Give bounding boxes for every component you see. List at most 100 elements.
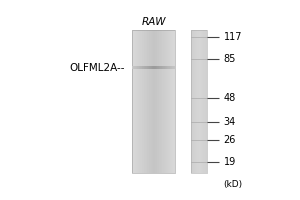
Bar bbox=[198, 30, 199, 173]
Bar bbox=[149, 66, 150, 69]
Bar bbox=[168, 30, 169, 173]
Text: RAW: RAW bbox=[142, 17, 166, 27]
Bar bbox=[142, 30, 143, 173]
Bar bbox=[140, 66, 141, 69]
Bar bbox=[191, 30, 192, 173]
Bar bbox=[173, 30, 174, 173]
Bar bbox=[134, 30, 135, 173]
Text: OLFML2A--: OLFML2A-- bbox=[70, 63, 125, 73]
Text: 19: 19 bbox=[224, 157, 236, 167]
Bar bbox=[193, 30, 194, 173]
Bar bbox=[164, 30, 165, 173]
Bar bbox=[136, 30, 137, 173]
Bar bbox=[132, 66, 133, 69]
Bar bbox=[158, 30, 159, 173]
Text: 85: 85 bbox=[224, 54, 236, 64]
Bar bbox=[138, 30, 139, 173]
Bar bbox=[143, 30, 144, 173]
Bar bbox=[152, 66, 153, 69]
Bar bbox=[162, 30, 163, 173]
Bar bbox=[154, 30, 155, 173]
Bar bbox=[151, 30, 152, 173]
Bar bbox=[149, 30, 150, 173]
Bar bbox=[139, 66, 140, 69]
Bar bbox=[135, 30, 136, 173]
Bar bbox=[195, 30, 196, 173]
Bar bbox=[141, 30, 142, 173]
Bar bbox=[138, 66, 139, 69]
Bar bbox=[140, 30, 141, 173]
Bar bbox=[151, 66, 152, 69]
Bar bbox=[206, 30, 207, 173]
Bar bbox=[139, 30, 140, 173]
Bar bbox=[157, 66, 158, 69]
Bar bbox=[153, 66, 154, 69]
Bar bbox=[203, 30, 204, 173]
Bar bbox=[152, 30, 153, 173]
Bar bbox=[146, 66, 147, 69]
Bar bbox=[155, 66, 156, 69]
Bar bbox=[133, 66, 134, 69]
Bar bbox=[172, 30, 173, 173]
Bar bbox=[194, 30, 195, 173]
Bar bbox=[148, 66, 149, 69]
Bar bbox=[133, 30, 134, 173]
Bar bbox=[171, 30, 172, 173]
Bar bbox=[202, 30, 203, 173]
Bar bbox=[166, 30, 167, 173]
Bar bbox=[143, 66, 144, 69]
Bar bbox=[137, 30, 138, 173]
Bar bbox=[156, 66, 157, 69]
Bar bbox=[165, 30, 166, 173]
Bar bbox=[170, 30, 171, 173]
Text: 117: 117 bbox=[224, 32, 242, 42]
Bar bbox=[142, 66, 143, 69]
Text: 26: 26 bbox=[224, 135, 236, 145]
Bar bbox=[145, 66, 146, 69]
Bar bbox=[166, 66, 167, 69]
Bar bbox=[155, 30, 156, 173]
Bar bbox=[174, 66, 175, 69]
Bar bbox=[136, 66, 137, 69]
Text: 48: 48 bbox=[224, 93, 236, 103]
Bar bbox=[161, 66, 162, 69]
Bar bbox=[201, 30, 202, 173]
Bar bbox=[132, 30, 175, 173]
Bar bbox=[160, 66, 161, 69]
Bar bbox=[162, 66, 163, 69]
Bar bbox=[163, 66, 164, 69]
Bar bbox=[154, 66, 155, 69]
Bar bbox=[147, 66, 148, 69]
Bar bbox=[141, 66, 142, 69]
Bar bbox=[168, 66, 169, 69]
Bar bbox=[172, 66, 173, 69]
Bar bbox=[135, 66, 136, 69]
Bar bbox=[173, 66, 174, 69]
Text: (kD): (kD) bbox=[224, 180, 243, 189]
Bar bbox=[158, 66, 159, 69]
Bar bbox=[196, 30, 197, 173]
Text: 34: 34 bbox=[224, 117, 236, 127]
Bar bbox=[192, 30, 193, 173]
Bar bbox=[159, 66, 160, 69]
Bar bbox=[144, 66, 145, 69]
Bar bbox=[161, 30, 162, 173]
Bar bbox=[148, 30, 149, 173]
Bar bbox=[150, 66, 151, 69]
Bar bbox=[200, 30, 201, 173]
Bar bbox=[164, 66, 165, 69]
Bar bbox=[157, 30, 158, 173]
Bar bbox=[156, 30, 157, 173]
Bar bbox=[174, 30, 175, 173]
Bar bbox=[147, 30, 148, 173]
Bar bbox=[145, 30, 146, 173]
Bar bbox=[171, 66, 172, 69]
Bar bbox=[137, 66, 138, 69]
Bar bbox=[170, 66, 171, 69]
Bar bbox=[205, 30, 206, 173]
Bar bbox=[134, 66, 135, 69]
Bar bbox=[165, 66, 166, 69]
Bar bbox=[132, 30, 133, 173]
Bar bbox=[160, 30, 161, 173]
Bar bbox=[153, 30, 154, 173]
